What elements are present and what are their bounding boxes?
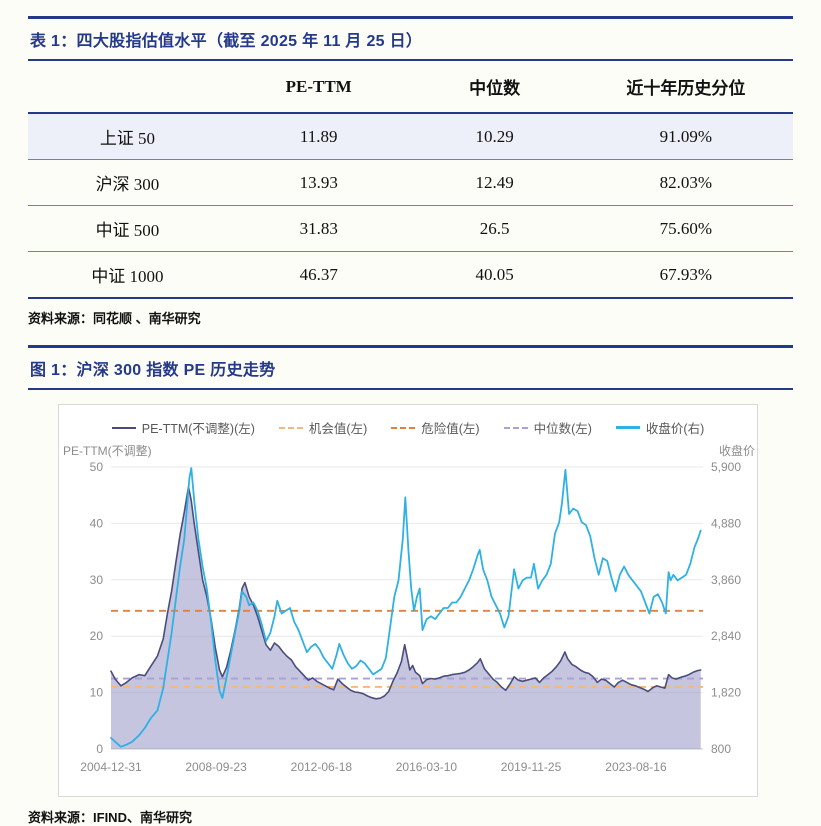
figure1-title: 图 1：沪深 300 指数 PE 历史走势	[28, 345, 793, 390]
percentile-value: 75.60%	[659, 218, 713, 238]
legend-item-4: 收盘价(右)	[615, 418, 705, 437]
pe-ttm-value: 11.89	[299, 126, 338, 146]
x-axis-tick: 2012-06-18	[291, 760, 353, 774]
pe-history-chart-card: PE-TTM(不调整)(左) 机会值(左) 危险值(左) 中位数(左) 收盘价(右) 0…	[58, 404, 758, 797]
right-axis-tick: 800	[711, 742, 731, 756]
legend-label: 中位数(左)	[533, 422, 592, 436]
index-name: 上证 50	[99, 129, 156, 148]
legend-item-3: 中位数(左)	[503, 418, 592, 437]
right-axis-tick: 5,900	[711, 460, 741, 474]
median-value: 40.05	[475, 264, 514, 284]
left-axis-tick: 50	[90, 460, 104, 474]
table-row: 中证 1000 46.37 40.05 67.93%	[28, 251, 793, 299]
legend-item-0: PE-TTM(不调整)(左)	[111, 418, 255, 437]
table-header-row: PE-TTM 中位数 近十年历史分位	[28, 61, 793, 113]
percentile-value: 82.03%	[659, 172, 713, 192]
right-axis-tick: 2,840	[711, 629, 741, 643]
col-header-pe-ttm: PE-TTM	[285, 76, 352, 96]
legend-marker	[111, 426, 136, 429]
pe-ttm-value: 13.93	[299, 172, 338, 192]
left-axis-tick: 30	[90, 573, 104, 587]
table1-section: 表 1：四大股指估值水平（截至 2025 年 11 月 25 日） PE-TTM…	[28, 16, 793, 327]
table1-title: 表 1：四大股指估值水平（截至 2025 年 11 月 25 日）	[28, 16, 793, 61]
source-text: IFIND、南华研究	[93, 810, 192, 825]
series-line	[110, 467, 702, 748]
index-name: 沪深 300	[95, 175, 160, 194]
legend-marker	[503, 426, 528, 429]
source-text: 同花顺 、南华研究	[93, 311, 201, 326]
chart-legend: PE-TTM(不调整)(左) 机会值(左) 危险值(左) 中位数(左) 收盘价(右)	[59, 411, 757, 441]
left-axis-tick: 20	[90, 629, 104, 643]
legend-label: 收盘价(右)	[645, 422, 705, 436]
legend-marker	[615, 426, 640, 429]
col-header-percentile: 近十年历史分位	[626, 79, 746, 98]
index-name: 中证 1000	[91, 267, 164, 286]
percentile-value: 67.93%	[659, 264, 713, 284]
figure1-section: 图 1：沪深 300 指数 PE 历史走势 PE-TTM(不调整)(左) 机会值(…	[28, 345, 793, 826]
left-axis-tick: 40	[90, 516, 104, 530]
pe-history-chart: 0 10 20 30 40 50 800 1,820 2,840 3,860 4,880 5,900 2…	[63, 443, 755, 774]
pe-ttm-value: 46.37	[299, 264, 338, 284]
right-axis-tick: 4,880	[711, 516, 741, 530]
left-axis-tick: 10	[90, 686, 104, 700]
legend-label: 危险值(左)	[421, 422, 480, 436]
legend-label: 机会值(左)	[308, 422, 368, 436]
x-axis-tick: 2019-11-25	[501, 760, 562, 774]
median-value: 12.49	[475, 172, 514, 192]
report-page: 表 1：四大股指估值水平（截至 2025 年 11 月 25 日） PE-TTM…	[28, 16, 793, 825]
col-header-median: 中位数	[469, 79, 521, 98]
source-label: 资料来源：	[28, 311, 94, 326]
source-label: 资料来源：	[28, 810, 94, 825]
valuation-table: PE-TTM 中位数 近十年历史分位 上证 50 11.89 10.29 91.…	[28, 61, 793, 299]
legend-marker	[278, 426, 303, 429]
median-value: 10.29	[475, 126, 514, 146]
left-axis-label: PE-TTM(不调整)	[63, 443, 152, 458]
right-axis-label: 收盘价	[719, 443, 755, 458]
median-value: 26.5	[479, 218, 510, 238]
right-axis-tick: 1,820	[711, 686, 741, 700]
x-axis-tick: 2016-03-10	[396, 760, 458, 774]
figure1-source: 资料来源：IFIND、南华研究	[28, 807, 793, 826]
legend-marker	[391, 426, 416, 429]
legend-label: PE-TTM(不调整)(左)	[141, 422, 255, 436]
table-row: 中证 500 31.83 26.5 75.60%	[28, 205, 793, 252]
x-axis-tick: 2008-09-23	[185, 760, 247, 774]
pe-ttm-value: 31.83	[299, 218, 338, 238]
legend-item-1: 机会值(左)	[278, 418, 368, 437]
col-header-index	[28, 61, 227, 113]
pe-area-fill	[111, 486, 701, 749]
table-row: 上证 50 11.89 10.29 91.09%	[28, 113, 793, 160]
left-axis-tick: 0	[96, 742, 103, 756]
series-line	[110, 485, 702, 700]
right-axis-tick: 3,860	[711, 573, 741, 587]
percentile-value: 91.09%	[659, 126, 713, 146]
table1-source: 资料来源：同花顺 、南华研究	[28, 308, 793, 327]
legend-item-2: 危险值(左)	[391, 418, 480, 437]
index-name: 中证 500	[95, 221, 160, 240]
table-row: 沪深 300 13.93 12.49 82.03%	[28, 159, 793, 206]
x-axis-tick: 2004-12-31	[80, 760, 142, 774]
x-axis-tick: 2023-08-16	[605, 760, 667, 774]
